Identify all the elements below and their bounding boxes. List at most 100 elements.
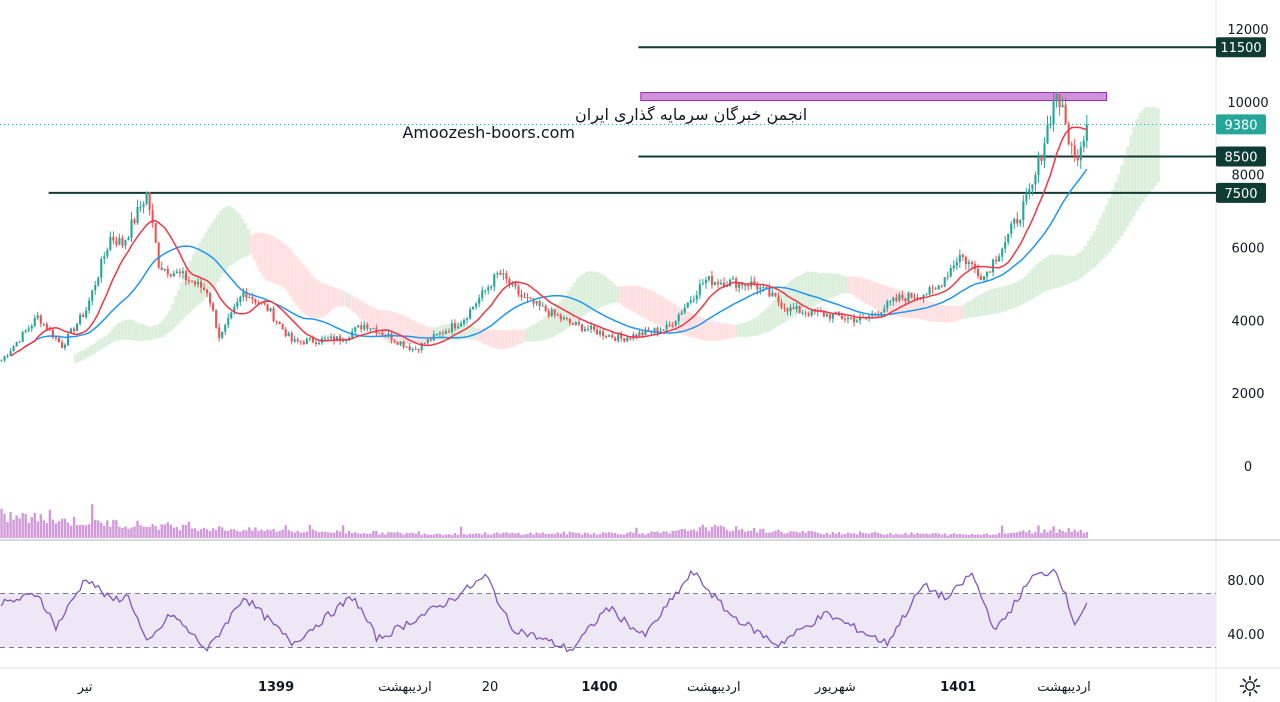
cloud-segment bbox=[306, 271, 311, 317]
cloud-segment bbox=[545, 315, 550, 339]
volume-bar bbox=[822, 534, 826, 538]
cloud-segment bbox=[863, 278, 867, 303]
time-axis[interactable]: تیر 1399 اردیبهشت 20 1400 اردیبهشت شهریور 1401 ا… bbox=[77, 680, 1091, 695]
cloud-segment bbox=[303, 267, 308, 315]
candle-body bbox=[1085, 124, 1088, 141]
volume-bar bbox=[390, 532, 393, 538]
cloud-segment bbox=[334, 287, 338, 308]
volume-bar bbox=[166, 522, 169, 538]
cloud-segment bbox=[551, 309, 556, 337]
cloud-segment bbox=[240, 218, 244, 259]
candle-body bbox=[804, 312, 807, 314]
volume-bar bbox=[154, 526, 157, 538]
volume-bar bbox=[789, 531, 792, 538]
cloud-segment bbox=[835, 273, 840, 296]
volume-bar bbox=[925, 533, 928, 538]
cloud-segment bbox=[974, 296, 979, 317]
candle-body bbox=[1067, 123, 1070, 145]
volume-bar bbox=[750, 530, 753, 538]
gear-icon[interactable] bbox=[1238, 674, 1262, 698]
volume-bar bbox=[284, 525, 287, 538]
ichimoku-cloud bbox=[74, 107, 1160, 364]
volume-bar bbox=[87, 524, 91, 538]
volume-bar bbox=[910, 532, 913, 538]
volume-bar bbox=[317, 532, 321, 538]
candle-body bbox=[1040, 156, 1043, 161]
cloud-segment bbox=[491, 329, 495, 348]
volume-bar bbox=[988, 535, 992, 538]
candle-body bbox=[532, 298, 535, 304]
candle-body bbox=[617, 334, 620, 341]
volume-bar bbox=[72, 516, 76, 538]
candle-body bbox=[931, 287, 934, 289]
cloud-segment bbox=[841, 276, 846, 294]
candle-body bbox=[674, 321, 677, 326]
cloud-segment bbox=[766, 307, 770, 332]
time-tick-label: 20 bbox=[482, 680, 499, 695]
volume-bar bbox=[293, 532, 296, 538]
cloud-segment bbox=[947, 305, 952, 323]
candle-body bbox=[904, 298, 907, 302]
price-axis[interactable]: 0 2000 4000 6000 8000 10000 12000 40.00 80.00 bbox=[1227, 23, 1268, 643]
candle-body bbox=[499, 272, 502, 275]
volume-bar bbox=[976, 534, 980, 538]
candle-body bbox=[472, 306, 475, 310]
volume-bar bbox=[9, 511, 12, 538]
cloud-segment bbox=[185, 266, 190, 315]
time-tick-label: 1400 bbox=[581, 680, 617, 695]
volume-bar bbox=[610, 533, 614, 538]
candle-body bbox=[48, 329, 51, 331]
candle-body bbox=[589, 325, 593, 330]
volume-bar bbox=[674, 530, 677, 538]
level-tag-box bbox=[1216, 146, 1266, 167]
volume-bar bbox=[1019, 531, 1022, 538]
candle-body bbox=[626, 337, 629, 342]
candle-body bbox=[849, 317, 853, 319]
volume-bar bbox=[556, 532, 559, 538]
volume-bar bbox=[659, 533, 662, 538]
candle-body bbox=[949, 268, 952, 277]
cloud-segment bbox=[140, 323, 145, 342]
volume-bar bbox=[378, 534, 381, 538]
cloud-segment bbox=[817, 272, 822, 304]
cloud-segment bbox=[131, 320, 136, 341]
candle-body bbox=[18, 341, 21, 343]
volume-bar bbox=[873, 531, 877, 538]
cloud-segment bbox=[899, 290, 903, 317]
cloud-segment bbox=[784, 284, 789, 322]
volume-bar bbox=[127, 528, 130, 538]
candle-body bbox=[568, 319, 571, 324]
candle-body bbox=[139, 206, 142, 208]
cloud-segment bbox=[1117, 174, 1121, 241]
cloud-segment bbox=[1038, 261, 1043, 295]
rsi-tick-label: 80.00 bbox=[1227, 574, 1264, 589]
cloud-segment bbox=[575, 278, 580, 321]
cloud-segment bbox=[875, 282, 879, 311]
candle-body bbox=[565, 317, 568, 320]
volume-bar bbox=[970, 533, 974, 538]
candle-body bbox=[36, 315, 39, 318]
volume-bar bbox=[63, 518, 67, 538]
cloud-segment bbox=[757, 315, 761, 335]
candle-body bbox=[462, 319, 466, 324]
cloud-segment bbox=[343, 291, 347, 307]
volume-bar bbox=[943, 533, 946, 538]
cloud-segment bbox=[110, 329, 114, 343]
volume-bar bbox=[468, 533, 472, 538]
volume-bar bbox=[287, 530, 290, 538]
cloud-segment bbox=[654, 292, 659, 325]
candle-body bbox=[154, 223, 157, 243]
cloud-segment bbox=[1135, 119, 1139, 211]
volume-bar bbox=[97, 520, 100, 538]
volume-bar bbox=[725, 529, 729, 538]
cloud-segment bbox=[908, 294, 913, 319]
candle-body bbox=[329, 336, 333, 339]
volume-bar bbox=[1058, 529, 1061, 538]
candle-body bbox=[438, 332, 441, 334]
candle-body bbox=[1028, 189, 1031, 193]
candle-body bbox=[859, 317, 862, 321]
candle-body bbox=[63, 344, 67, 348]
candle-body bbox=[825, 314, 828, 317]
cloud-segment bbox=[1083, 246, 1088, 275]
